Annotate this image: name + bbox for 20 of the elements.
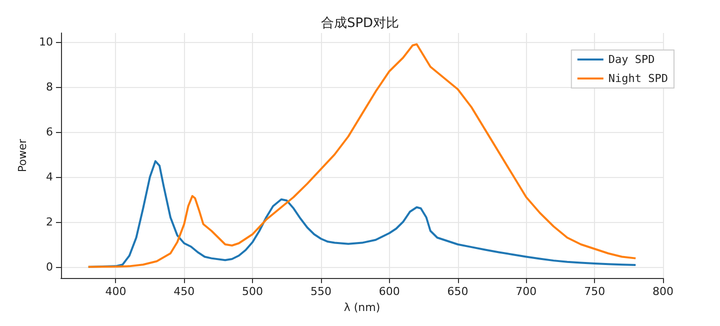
x-tick-label: 700 [516,285,537,298]
y-tick-label: 8 [46,80,53,94]
y-tick-label: 10 [39,35,53,48]
legend-label: Night SPD [608,72,668,85]
x-tick-label: 550 [310,285,332,298]
y-tick-label: 0 [46,260,53,274]
x-tick-label: 800 [652,285,674,298]
x-tick-label: 400 [105,285,126,298]
x-tick-label: 600 [378,285,400,298]
chart-title: 合成SPD对比 [320,16,400,31]
y-tick-label: 6 [46,125,53,138]
y-axis-title: Power [16,138,30,172]
x-axis-title: λ (nm) [344,301,380,314]
x-tick-label: 750 [584,285,606,298]
x-tick-label: 500 [242,285,264,298]
x-tick-label: 650 [447,285,468,298]
legend-label: Day SPD [608,53,655,66]
x-tick-label: 450 [174,285,195,298]
y-tick-label: 4 [46,170,53,184]
y-tick-label: 2 [46,215,53,228]
